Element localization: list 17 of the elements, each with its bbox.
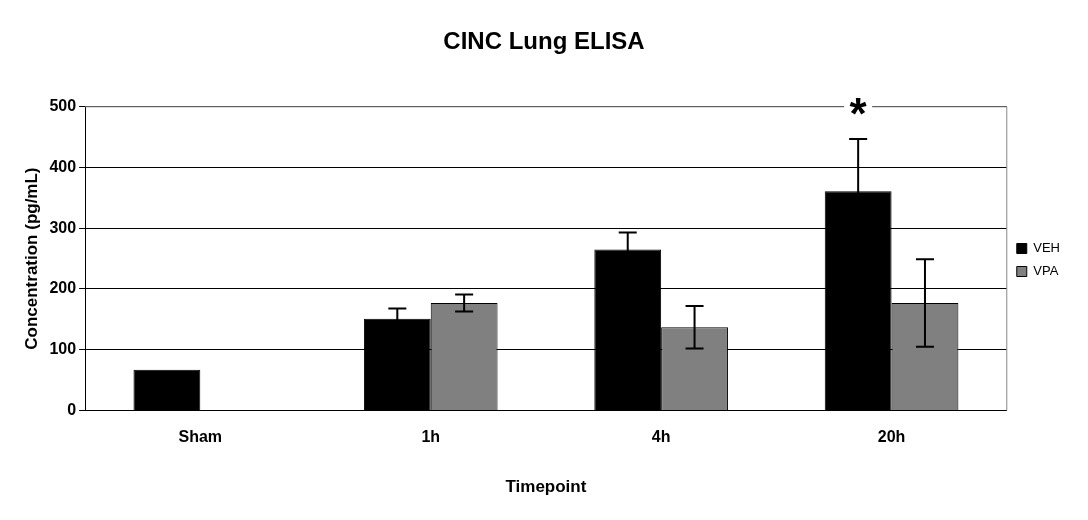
y-tick-label: 500	[49, 97, 77, 115]
x-axis-title: Timepoint	[505, 477, 587, 497]
x-tick-label: 20h	[877, 428, 906, 446]
y-tick-label: 400	[49, 157, 77, 175]
y-tick-label: 0	[67, 400, 77, 418]
bar	[133, 369, 201, 410]
x-tick-label: 4h	[651, 428, 671, 446]
legend-label: VEH	[1033, 240, 1060, 256]
chart-title: CINC Lung ELISA	[443, 27, 645, 55]
annotation: *	[849, 88, 868, 138]
x-tick-label: 1h	[421, 428, 441, 446]
legend-label: VPA	[1033, 263, 1059, 279]
y-tick-label: 300	[49, 218, 77, 236]
y-tick-label: 100	[49, 340, 77, 358]
y-tick-label: 200	[49, 279, 77, 297]
y-axis-title: Concentration (pg/mL)	[21, 167, 41, 350]
x-tick-label: Sham	[178, 428, 223, 446]
